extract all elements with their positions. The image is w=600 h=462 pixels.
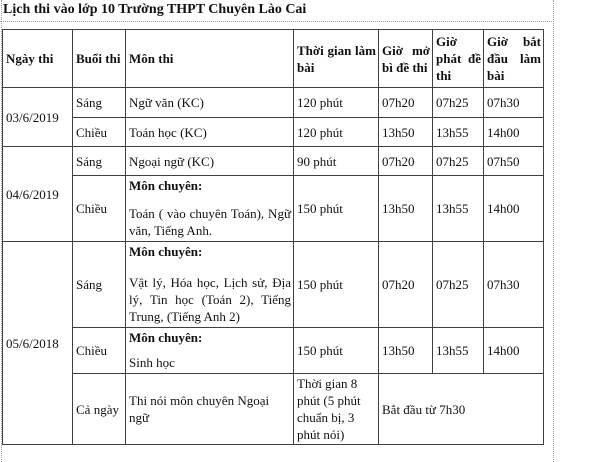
open-envelope-time-cell: 13h50 [378,117,433,147]
session-cell: Sáng [72,146,126,176]
start-time-cell: 14h00 [483,175,544,242]
subject-cell: Ngoại ngữ (KC) [125,146,294,176]
session-cell: Sáng [72,241,126,328]
exam-schedule-table: Ngày thi Buổi thi Môn thi Thời gian làm … [2,29,544,445]
column-header-exam-date: Ngày thi [2,29,73,88]
table-row: Cả ngày Thi nói môn chuyên Ngoại ngữ Thờ… [3,373,544,445]
left-text-boundary-guide [1,0,2,462]
column-header-duration: Thời gian làm bài [293,29,379,88]
subject-cell: Ngữ văn (KC) [125,87,294,118]
session-cell: Cả ngày [72,373,126,445]
subject-cell: Thi nói môn chuyên Ngoại ngữ [125,373,294,445]
specialized-subject-list: Sinh học [129,355,175,370]
hand-out-time-cell: 13h55 [432,117,484,147]
start-note-cell: Bắt đầu từ 7h30 [378,373,544,445]
start-time-cell: 14h00 [483,327,544,374]
specialized-subject-list: Toán ( vào chuyên Toán), Ngữ văn, Tiếng … [129,206,291,238]
start-time-cell: 07h30 [483,87,544,118]
start-time-cell: 07h50 [483,146,544,176]
column-header-hand-out: Giờ phát đề thi [432,29,484,88]
subject-cell: Môn chuyên: Vật lý, Hóa học, Lịch sử, Đị… [125,241,294,328]
table-row: 04/6/2019 Sáng Ngoại ngữ (KC) 90 phút 07… [2,146,544,242]
duration-cell: 150 phút [293,175,379,242]
column-header-session: Buổi thi [72,29,126,88]
session-cell: Sáng [72,87,126,118]
exam-date-cell: 05/6/2018 [2,241,73,445]
open-envelope-time-cell: 07h20 [378,241,433,328]
exam-date-cell: 03/6/2019 [2,87,73,147]
session-cell: Chiều [72,327,126,374]
open-envelope-time-cell: 07h20 [378,87,433,118]
subject-cell: Toán học (KC) [125,117,294,147]
duration-cell: 90 phút [293,146,379,176]
session-cell: Chiều [72,175,126,242]
duration-cell: 150 phút [293,241,379,328]
start-time-cell: 07h30 [483,241,544,328]
specialized-subject-label: Môn chuyên: [129,330,203,345]
column-header-open-envelope: Giờ mở bì đề thi [378,29,433,88]
specialized-subject-label: Môn chuyên: [129,244,203,259]
table-row: 05/6/2018 Sáng Môn chuyên: Vật lý, Hóa h… [2,241,544,445]
top-text-boundary-guide [0,21,554,22]
duration-cell: 120 phút [293,87,379,118]
table-row: Chiều Môn chuyên: Toán ( vào chuyên Toán… [3,175,544,242]
duration-cell: 150 phút [293,327,379,374]
open-envelope-time-cell: 13h50 [378,327,433,374]
open-envelope-time-cell: 13h50 [378,175,433,242]
hand-out-time-cell: 13h55 [432,327,484,374]
table-row: Chiều Môn chuyên: Sinh học 150 phút 13h5… [3,327,544,374]
hand-out-time-cell: 07h25 [432,87,484,118]
page-title: Lịch thi vào lớp 10 Trường THPT Chuyên L… [3,2,307,17]
column-header-start-time: Giờ bắt đầu làm bài [483,29,544,88]
start-time-cell: 14h00 [483,117,544,147]
table-row: Chiều Toán học (KC) 120 phút 13h50 13h55… [3,117,544,147]
duration-cell: Thời gian 8 phút (5 phút chuẩn bị, 3 phú… [293,373,379,445]
hand-out-time-cell: 07h25 [432,146,484,176]
duration-cell: 120 phút [293,117,379,147]
hand-out-time-cell: 13h55 [432,175,484,242]
open-envelope-time-cell: 07h20 [378,146,433,176]
table-row: 03/6/2019 Sáng Ngữ văn (KC) 120 phút 07h… [2,87,544,147]
exam-date-cell: 04/6/2019 [2,146,73,242]
specialized-subject-list: Vật lý, Hóa học, Lịch sử, Địa lý, Tin họ… [129,275,291,324]
specialized-subject-label: Môn chuyên: [129,178,203,193]
subject-cell: Môn chuyên: Sinh học [125,327,294,374]
session-cell: Chiều [72,117,126,147]
header-row: Ngày thi Buổi thi Môn thi Thời gian làm … [2,29,544,88]
column-header-subject: Môn thi [125,29,294,88]
hand-out-time-cell: 07h25 [432,241,484,328]
subject-cell: Môn chuyên: Toán ( vào chuyên Toán), Ngữ… [125,175,294,242]
right-text-boundary-guide [553,0,554,462]
